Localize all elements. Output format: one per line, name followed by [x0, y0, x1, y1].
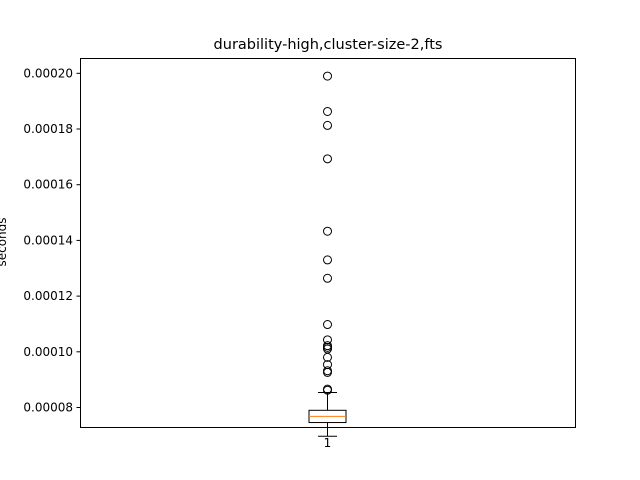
axes-frame	[80, 58, 576, 428]
outlier-point	[323, 273, 332, 283]
outlier-point	[323, 106, 332, 116]
y-tick-label: 0.00018	[23, 122, 73, 136]
y-tick-label: 0.00010	[23, 345, 73, 359]
outlier-point	[323, 71, 332, 81]
outlier-point	[323, 154, 332, 164]
y-tick-label: 0.00012	[23, 289, 73, 303]
outlier-point	[323, 367, 332, 377]
y-tick-label: 0.00008	[23, 401, 73, 415]
outlier-point	[323, 120, 332, 130]
y-tick-label: 0.00016	[23, 178, 73, 192]
outlier-point	[323, 255, 332, 265]
outlier-point	[323, 226, 332, 236]
outlier-point	[323, 352, 332, 362]
y-tick-label: 0.00020	[23, 66, 73, 80]
outlier-point	[323, 320, 332, 330]
outlier-point	[323, 385, 332, 395]
y-axis-label: seconds	[0, 217, 9, 266]
y-tick-label: 0.00014	[23, 233, 73, 247]
x-tick-label: 1	[324, 436, 332, 450]
plot-area: 0.00008 0.00010 0.00012 0.00014 0.00016 0.000…	[23, 66, 347, 450]
chart-title: durability-high,cluster-size-2,fts	[214, 37, 443, 53]
